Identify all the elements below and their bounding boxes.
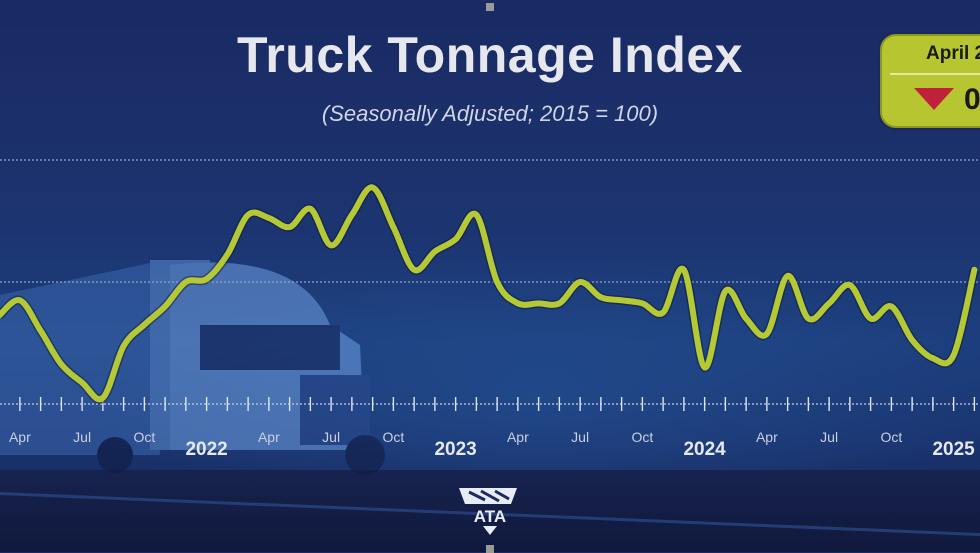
svg-text:ATA: ATA xyxy=(474,507,506,526)
x-month-label: Oct xyxy=(880,429,902,445)
x-year-label: 2025 xyxy=(932,439,975,460)
x-month-label: Apr xyxy=(9,429,31,445)
x-month-label: Apr xyxy=(756,429,778,445)
x-month-label: Jul xyxy=(322,429,340,445)
x-year-label: 2023 xyxy=(434,439,476,460)
x-month-label: Apr xyxy=(258,429,280,445)
x-month-label: Oct xyxy=(133,429,155,445)
series-line xyxy=(0,187,974,399)
badge-divider xyxy=(890,73,980,75)
badge-period: April 2 xyxy=(926,43,980,65)
x-month-label: Jul xyxy=(820,429,838,445)
x-year-label: 2022 xyxy=(185,439,227,460)
x-month-label: Jul xyxy=(73,429,91,445)
x-month-label: Oct xyxy=(631,429,653,445)
x-month-label: Jul xyxy=(571,429,589,445)
ata-logo: ATA xyxy=(455,486,525,536)
resize-handle-top[interactable] xyxy=(486,3,494,11)
x-year-label: 2024 xyxy=(683,439,726,460)
change-badge: April 2 0 xyxy=(880,34,980,128)
down-arrow-icon xyxy=(914,88,954,110)
series-line-shadow xyxy=(0,187,974,399)
x-month-label: Apr xyxy=(507,429,529,445)
badge-change-value: 0 xyxy=(964,83,980,117)
x-month-label: Oct xyxy=(382,429,404,445)
